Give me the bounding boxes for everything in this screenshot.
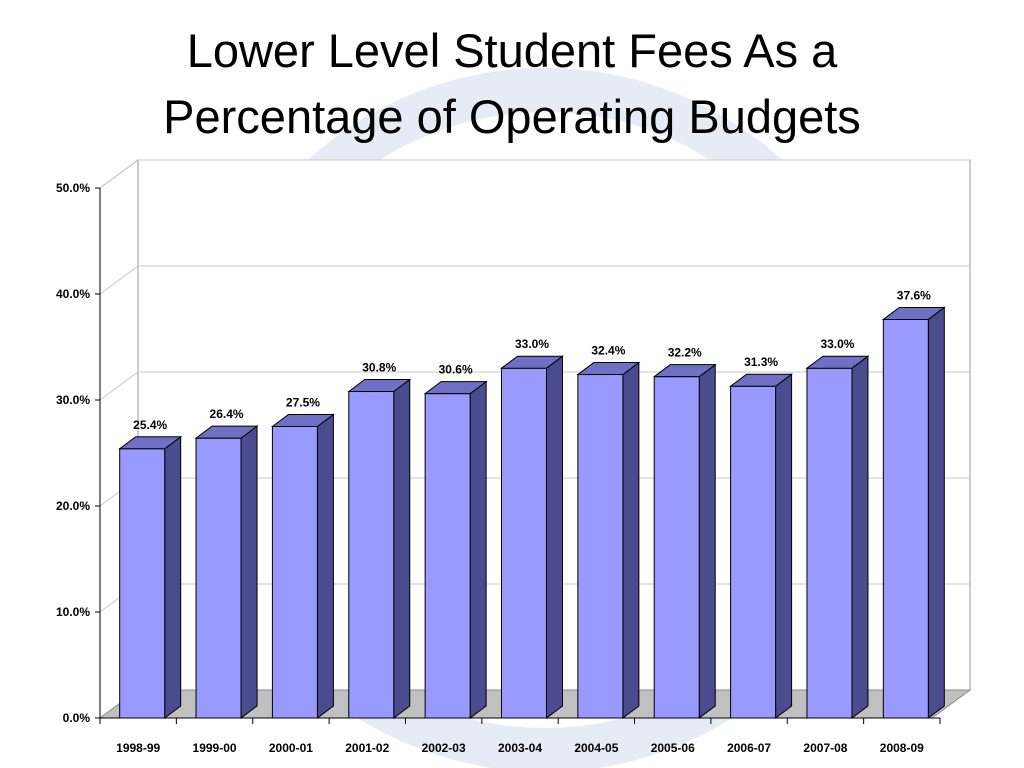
x-tick-label: 2001-02 (345, 741, 389, 755)
bar-top (805, 355, 870, 369)
bar-side (164, 435, 182, 719)
bar-front (348, 391, 395, 719)
y-tick-label: 40.0% (56, 287, 90, 301)
bar-front (195, 437, 242, 719)
bar-side (469, 380, 487, 719)
bar-top (270, 414, 335, 427)
bar-top (118, 436, 183, 450)
bar-top (194, 425, 259, 439)
data-label: 32.2% (668, 346, 702, 360)
bar-front (271, 426, 318, 719)
data-label: 37.6% (897, 288, 931, 302)
bar-front (806, 367, 853, 719)
y-axis: 0.0% 10.0% 20.0% 30.0% 40.0% 50.0% (56, 181, 101, 725)
data-label: 33.0% (515, 337, 549, 351)
y-tick-label: 30.0% (56, 393, 90, 407)
x-tick-label: 1998-99 (116, 741, 160, 755)
bar (423, 380, 488, 719)
bar-top (729, 373, 794, 387)
x-tick-label: 2008-09 (880, 741, 924, 755)
bar-side (927, 306, 945, 719)
gridline-side (99, 265, 139, 295)
slide-title-line-1: Lower Level Student Fees As a (187, 24, 838, 77)
bar-chart: 0.0% 10.0% 20.0% 30.0% 40.0% 50.0% 25.4% 26.4%… (56, 159, 972, 755)
bar-side (698, 363, 716, 719)
bar-side (240, 425, 258, 720)
x-tick-label: 1999-00 (193, 741, 237, 755)
x-axis: 1998-99 1999-00 2000-01 2001-02 2002-03 2003-… (99, 717, 941, 755)
data-label: 26.4% (210, 407, 244, 421)
x-tick-label: 2006-07 (727, 741, 771, 755)
bar (347, 378, 412, 719)
x-tick-label: 2007-08 (803, 741, 847, 755)
bar-side (851, 355, 869, 719)
data-label: 32.4% (591, 344, 625, 358)
bar-top (347, 379, 412, 393)
y-tick-label: 0.0% (63, 711, 91, 725)
bar-front (424, 393, 471, 719)
x-tick-label: 2000-01 (269, 741, 313, 755)
bar-side (546, 355, 563, 719)
bar-side (316, 413, 334, 719)
bar (652, 363, 717, 719)
data-label: 27.5% (286, 396, 320, 410)
bar (500, 355, 564, 719)
bar-front (730, 385, 777, 719)
bar-top (500, 355, 564, 369)
bar-top (881, 306, 946, 320)
bar (881, 306, 946, 719)
y-tick-label: 20.0% (56, 499, 90, 513)
bar-front (119, 448, 166, 719)
bar-side (775, 373, 793, 719)
data-label: 31.3% (744, 355, 778, 369)
x-tick-label: 2002-03 (422, 741, 466, 755)
x-tick-label: 2004-05 (574, 741, 618, 755)
bar-side (393, 378, 411, 719)
bar (118, 435, 183, 719)
data-label: 30.8% (362, 361, 396, 375)
bar-top (423, 381, 488, 395)
bar-top (576, 362, 641, 376)
slide-title-line-2: Percentage of Operating Budgets (163, 90, 861, 143)
bar-series: 25.4% 26.4% 27.5% 30.8% 30.6% 33.0% 32.4% 32.2%… (118, 288, 946, 720)
x-tick-label: 2003-04 (498, 741, 542, 755)
bar (576, 361, 641, 719)
gridline-side (99, 371, 139, 401)
bar-top (652, 364, 717, 378)
data-label: 25.4% (133, 418, 167, 432)
gridline-side (99, 159, 139, 189)
y-tick-label: 10.0% (56, 605, 90, 619)
bar-front (501, 367, 547, 719)
bar-front (577, 374, 624, 719)
data-label: 33.0% (820, 337, 854, 351)
bar (805, 355, 870, 719)
bar (729, 373, 794, 719)
bar-front (653, 376, 700, 719)
y-tick-label: 50.0% (56, 181, 90, 195)
bar (270, 413, 335, 719)
bar (194, 425, 259, 720)
data-label: 30.6% (439, 363, 473, 377)
x-tick-label: 2005-06 (651, 741, 695, 755)
bar-front (882, 318, 929, 719)
bar-side (622, 361, 640, 719)
